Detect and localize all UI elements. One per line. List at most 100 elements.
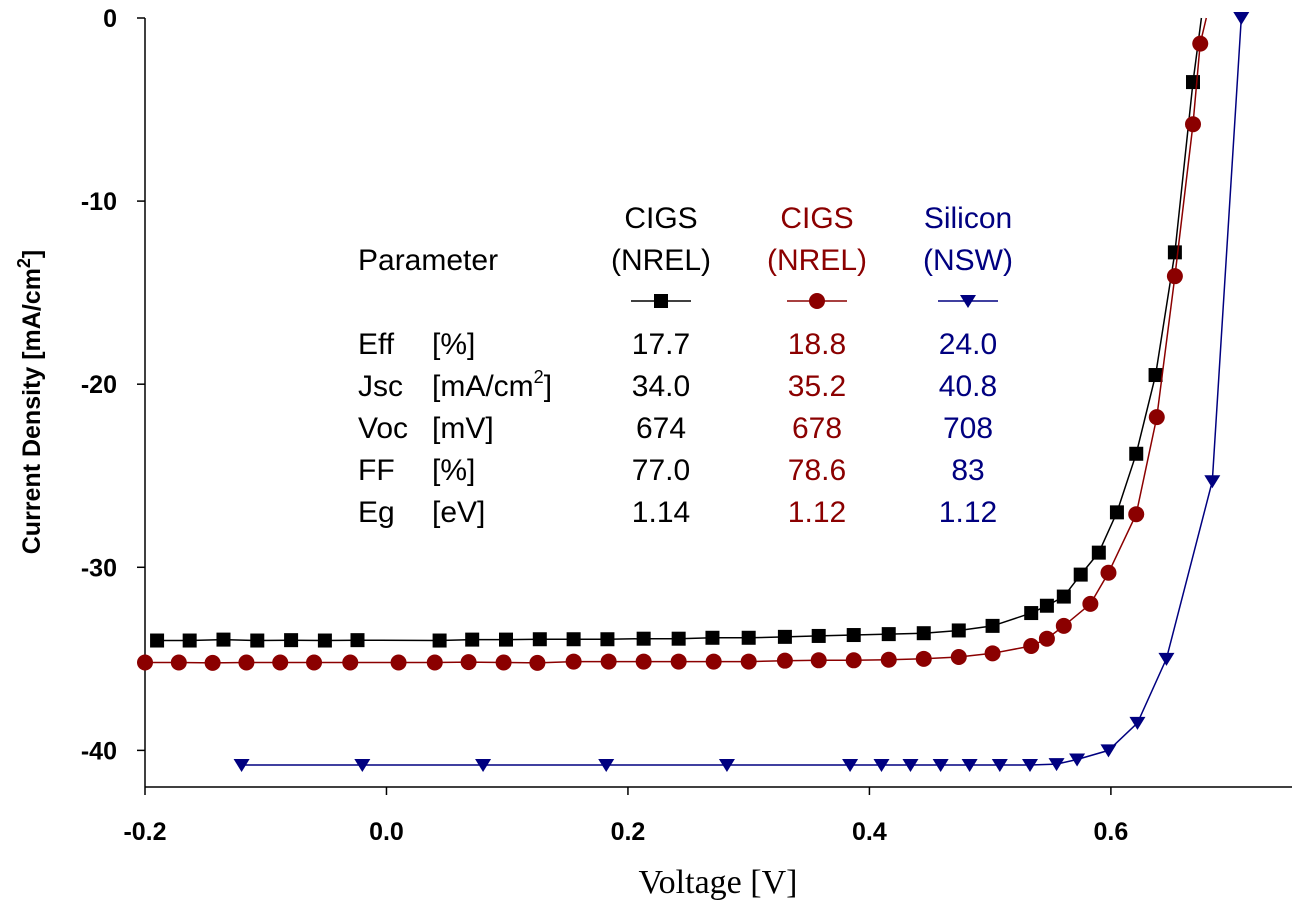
series-2-point — [238, 654, 255, 671]
legend-value: 708 — [943, 412, 993, 445]
series-3-point — [1048, 758, 1065, 772]
series-2-point — [565, 653, 582, 670]
series-3-point — [842, 759, 859, 773]
series-1-point — [741, 630, 756, 645]
legend-value: 83 — [951, 454, 984, 487]
series-2-point — [845, 652, 862, 669]
series-2-point — [705, 653, 722, 670]
y-tick-label: -10 — [81, 188, 117, 216]
series-1-point — [1109, 505, 1124, 520]
legend-table: Parameter CIGS (NREL) CIGS (NREL) Silico… — [358, 202, 1013, 529]
series-1-point — [777, 629, 792, 644]
series-2-point — [1055, 617, 1072, 634]
legend-value: 1.14 — [632, 496, 690, 529]
series-3-point — [873, 759, 890, 773]
x-tick-label: 0.0 — [369, 818, 404, 846]
y-tick-label: -30 — [81, 554, 117, 582]
series-2-point — [1038, 630, 1055, 647]
series-3-point — [1100, 744, 1117, 758]
x-tick-label: 0.4 — [852, 818, 887, 846]
series-2-point — [460, 654, 477, 671]
series-2-point — [426, 654, 443, 671]
series-1-point — [150, 633, 165, 648]
row-unit-jsc: [mA/cm2] — [432, 367, 552, 403]
series-1-point — [811, 628, 826, 643]
series-2-point — [137, 654, 153, 671]
series-2-point — [635, 653, 652, 670]
series-3-point — [354, 759, 371, 773]
series-3-point — [475, 759, 492, 773]
series-3-point — [902, 759, 919, 773]
series-3-point — [1129, 716, 1146, 730]
series-2-point — [984, 645, 1001, 662]
series-1-point — [881, 627, 896, 642]
y-axis-label: Current Density [mA/cm2] — [14, 250, 46, 555]
series-2-point — [1192, 35, 1209, 52]
series-2-point — [495, 654, 512, 671]
row-name-eg: Eg — [358, 496, 395, 529]
series-1-point — [432, 633, 447, 648]
series-1-point — [600, 632, 615, 647]
legend-value: 1.12 — [939, 496, 997, 529]
series-1-point — [216, 632, 231, 647]
series-1-point — [317, 633, 332, 648]
legend-marker — [809, 293, 825, 309]
series-2-point — [1100, 564, 1117, 581]
series-1-point — [1056, 589, 1071, 604]
series-1-point — [465, 632, 480, 647]
legend-col3-line2: (NSW) — [923, 244, 1013, 277]
legend-markers — [631, 293, 998, 309]
series-2-point — [915, 650, 932, 667]
legend-param-header: Parameter — [358, 244, 498, 277]
series-3-point — [1204, 475, 1221, 489]
series-3-point — [932, 759, 949, 773]
series-3-point — [991, 759, 1008, 773]
series-1-point — [1073, 567, 1088, 582]
legend-values: 17.7 34.0 674 77.0 1.14 18.8 35.2 678 78.6 1.12 24… — [632, 328, 997, 529]
series-2-point — [204, 654, 221, 671]
series-3-point — [1022, 759, 1039, 773]
legend-value: 35.2 — [788, 370, 846, 403]
legend-col2-line1: CIGS — [780, 202, 853, 235]
legend-value: 678 — [792, 412, 842, 445]
series-2-point — [740, 653, 757, 670]
row-name-voc: Voc — [358, 412, 408, 445]
y-tick-label: -20 — [81, 371, 117, 399]
legend-marker — [654, 294, 668, 308]
legend-value: 1.12 — [788, 496, 846, 529]
row-unit-eg: [eV] — [432, 496, 485, 529]
series-2-point — [306, 654, 323, 671]
series-2-point — [950, 649, 967, 666]
series-2-point — [880, 651, 897, 668]
row-unit-eff: [%] — [432, 328, 475, 361]
legend-value: 18.8 — [788, 328, 846, 361]
legend-col1-line1: CIGS — [624, 202, 697, 235]
legend-col3-line1: Silicon — [924, 202, 1012, 235]
x-tick-label: 0.6 — [1094, 818, 1129, 846]
row-unit-ff: [%] — [432, 454, 475, 487]
row-unit-voc: [mV] — [432, 412, 494, 445]
series-2-point — [1166, 268, 1183, 285]
legend-value: 78.6 — [788, 454, 846, 487]
series-1-point — [250, 633, 265, 648]
series-2-point — [600, 653, 617, 670]
series-1-point — [951, 623, 966, 638]
legend-value: 77.0 — [632, 454, 690, 487]
x-tick-label: -0.2 — [123, 818, 166, 846]
series-3-point — [1069, 753, 1086, 767]
series-1-point — [1167, 245, 1182, 260]
series-3-point — [233, 759, 250, 773]
legend-value: 17.7 — [632, 328, 690, 361]
series-1-point — [705, 630, 720, 645]
series-1-point — [636, 631, 651, 646]
series-1-point — [671, 631, 686, 646]
row-name-jsc: Jsc — [358, 370, 403, 403]
series-1-point — [985, 618, 1000, 633]
series-2-point — [272, 654, 289, 671]
series-1-point — [1039, 598, 1054, 613]
series-3-point — [1233, 12, 1250, 25]
series-layer — [137, 12, 1250, 773]
series-2-point — [776, 652, 793, 669]
series-1-point — [1091, 545, 1106, 560]
legend-value: 674 — [636, 412, 686, 445]
